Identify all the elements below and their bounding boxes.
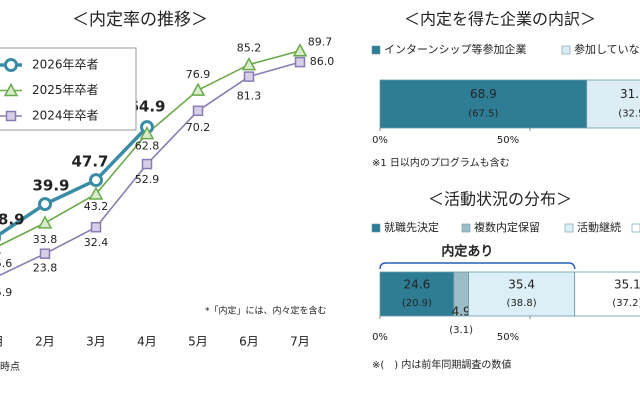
data-label: 62.8 <box>135 140 160 153</box>
marker <box>139 126 155 140</box>
marker <box>294 56 306 68</box>
x-tick-label: 1月 <box>0 335 4 349</box>
bracket <box>379 262 576 270</box>
marker <box>89 173 103 188</box>
data-label: 35.4 <box>508 278 535 292</box>
marker <box>3 82 19 97</box>
bar-segment <box>574 271 640 317</box>
legend-swatch <box>461 223 471 233</box>
marker <box>90 221 102 233</box>
prev-label: (67.5) <box>468 109 498 120</box>
legend-swatch <box>631 223 640 233</box>
marker <box>39 248 51 259</box>
x-tick-label: 6月 <box>239 335 259 349</box>
x-tick-label: 5月 <box>188 335 208 349</box>
data-label: 52.9 <box>135 173 160 186</box>
legend-swatch <box>564 223 574 233</box>
data-label: 31.1 <box>620 87 640 101</box>
data-label: 28.9 <box>0 210 25 228</box>
bracket-label: 内定あり <box>441 244 493 260</box>
marker <box>292 43 308 57</box>
footnote: 時点 <box>0 361 20 373</box>
marker <box>190 82 206 96</box>
prev-label: (32.5) <box>618 109 640 120</box>
data-label: 86.0 <box>310 55 335 68</box>
data-label: 81.3 <box>237 90 262 103</box>
legend-label: 就職先決定 <box>384 220 439 234</box>
footnote: ※1 日以内のプログラムも含む <box>372 156 510 169</box>
chart-title: ＜活動状況の分布＞ <box>428 190 572 209</box>
legend-label: 2026年卒者 <box>32 58 99 72</box>
data-label: 89.7 <box>308 36 333 49</box>
prev-label: (38.8) <box>507 298 537 309</box>
marker <box>38 197 52 212</box>
marker <box>88 186 104 200</box>
x-tick-label: 0% <box>372 332 388 343</box>
prev-label: (3.1) <box>449 325 473 336</box>
data-label: 70.2 <box>186 121 211 134</box>
legend-label: インターンシップ等参加企業 <box>384 42 526 56</box>
bar-segment <box>379 79 588 129</box>
legend-swatch <box>371 45 381 55</box>
data-label: 47.7 <box>71 153 108 171</box>
bar-segment <box>586 79 640 129</box>
x-tick-label: 7月 <box>290 335 310 349</box>
marker <box>243 71 255 82</box>
data-label: 15.9 <box>0 286 12 299</box>
data-label: 32.4 <box>84 236 109 249</box>
marker <box>241 57 257 71</box>
x-tick-label: 0% <box>372 135 388 146</box>
x-tick-label: 50% <box>497 135 519 146</box>
x-tick-label: 2月 <box>35 335 55 349</box>
data-label: 43.2 <box>84 200 109 213</box>
legend-swatch <box>371 223 381 233</box>
marker <box>37 215 53 229</box>
data-label: 85.2 <box>237 42 262 55</box>
data-label: 4.9 <box>452 305 471 319</box>
annotation: *「内定」には、内々定を含む <box>205 305 327 317</box>
series-line <box>0 125 149 237</box>
legend-label: 複数内定保留 <box>474 220 540 234</box>
data-label: 64.9 <box>128 98 165 116</box>
data-label: 24.6 <box>404 278 431 292</box>
legend-label: 2025年卒者 <box>32 83 99 97</box>
marker <box>192 105 204 117</box>
prev-label: (20.9) <box>402 298 432 309</box>
marker <box>4 58 18 72</box>
marker <box>5 110 17 122</box>
legend-label: 2024年卒者 <box>32 109 99 123</box>
chart-title: ＜内定を得た企業の内訳＞ <box>404 10 596 29</box>
legend-swatch <box>561 45 571 55</box>
x-tick-label: 4月 <box>137 335 157 349</box>
legend-label: 活動継続 <box>577 220 621 234</box>
data-label: 39.9 <box>32 177 69 195</box>
data-label: 35.1 <box>614 278 640 292</box>
data-label: 68.9 <box>470 87 497 101</box>
data-label: 76.9 <box>186 68 211 81</box>
chart-title: ＜内定率の推移＞ <box>72 10 208 30</box>
data-label: 25.6 <box>0 257 12 270</box>
marker <box>141 158 153 170</box>
bar-segment <box>468 271 576 317</box>
legend-box <box>0 47 137 131</box>
legend-label: 参加していない企業 <box>574 42 640 56</box>
data-label: 23.8 <box>33 262 58 275</box>
prev-label: (37.2) <box>612 298 640 309</box>
footnote: ※( ) 内は前年同期調査の数値 <box>372 358 511 371</box>
x-tick-label: 3月 <box>86 335 106 349</box>
data-label: 33.8 <box>33 233 58 246</box>
x-tick-label: 50% <box>497 332 519 343</box>
